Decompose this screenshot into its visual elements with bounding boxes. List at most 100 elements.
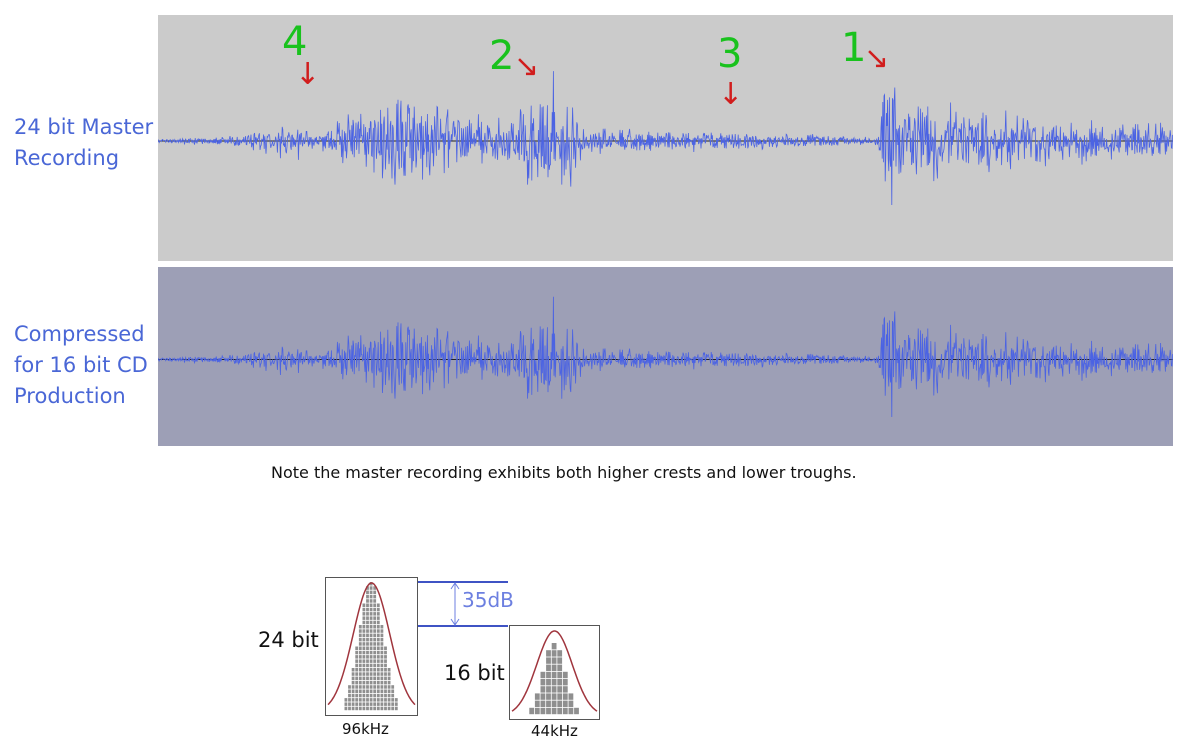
histogram-cell (380, 650, 384, 655)
histogram-cell (387, 680, 391, 685)
histogram-cell (355, 698, 359, 702)
histogram-cell (534, 693, 540, 700)
master-waveform (158, 71, 1173, 206)
histogram-cell (384, 650, 387, 655)
histogram-cell (351, 672, 355, 676)
histogram-cell (366, 620, 369, 625)
histogram-cell (376, 633, 380, 638)
histogram-cell (373, 650, 377, 655)
histogram-cell (369, 693, 373, 698)
histogram-cell (373, 646, 377, 650)
histogram-cell (387, 668, 391, 672)
histogram-cell (380, 702, 384, 706)
histogram-cell (557, 671, 563, 679)
histogram-cell (362, 612, 366, 616)
histogram-cell (366, 586, 369, 590)
histogram-cell (355, 672, 359, 676)
histogram-cell (369, 646, 373, 650)
histogram-cell (534, 707, 540, 715)
marker-1-number: 1 (841, 25, 867, 71)
histogram-cell (362, 685, 366, 689)
histogram-cell (369, 659, 373, 663)
histogram-cell (380, 646, 384, 650)
histogram-cell (540, 686, 546, 693)
histogram-cell (373, 642, 377, 646)
histogram-cell (358, 650, 362, 655)
histogram-cell (362, 625, 366, 629)
histogram-cell (369, 668, 373, 672)
histogram-cell (384, 685, 387, 689)
histogram-cell (373, 672, 377, 676)
histogram-cell (366, 603, 369, 607)
histogram-cell (387, 706, 391, 711)
histogram-cell (351, 698, 355, 702)
histogram-cell (376, 672, 380, 676)
histogram-cell (369, 642, 373, 646)
histogram-cell (351, 676, 355, 681)
histogram-cell (366, 607, 369, 612)
histogram-cell (380, 672, 384, 676)
high-bit-label: 24 bit (258, 628, 319, 652)
histogram-cell (546, 664, 551, 671)
histogram-cell (557, 657, 563, 664)
histogram-cell (562, 679, 568, 686)
histogram-cell (366, 698, 369, 702)
comparison-note: Note the master recording exhibits both … (271, 463, 857, 482)
histogram-cell (358, 706, 362, 711)
histogram-cell (376, 702, 380, 706)
histogram-cell (387, 702, 391, 706)
histogram-cell (348, 706, 351, 711)
histogram-cell (540, 679, 546, 686)
histogram-cell (348, 693, 351, 698)
histogram-cell (376, 655, 380, 659)
histogram-cell (376, 625, 380, 629)
histogram-cell (369, 612, 373, 616)
histogram-cell (546, 700, 551, 707)
histogram-cell (562, 671, 568, 679)
histogram-cell (373, 612, 377, 616)
histogram-cell (358, 646, 362, 650)
histogram-cell (540, 707, 546, 715)
histogram-cell (358, 685, 362, 689)
histogram-cell (366, 680, 369, 685)
histogram-cell (362, 616, 366, 620)
histogram-cell (362, 650, 366, 655)
histogram-cell (557, 686, 563, 693)
histogram-cell (551, 643, 557, 650)
histogram-cell (373, 706, 377, 711)
compressed-label-line-3: Production (14, 384, 126, 408)
db-difference-label: 35dB (462, 588, 514, 612)
histogram-cell (376, 693, 380, 698)
histogram-cell (348, 689, 351, 693)
histogram-cell (380, 706, 384, 711)
histogram-cell (369, 616, 373, 620)
histogram-cell (355, 685, 359, 689)
histogram-cell (376, 668, 380, 672)
histogram-cell (362, 702, 366, 706)
histogram-cell (380, 698, 384, 702)
histogram-cell (387, 698, 391, 702)
histogram-cell (551, 700, 557, 707)
histogram-cell (373, 659, 377, 663)
histogram-cell (373, 616, 377, 620)
db-difference-marker (418, 581, 508, 627)
compressed-label-line-1: Compressed (14, 322, 145, 346)
marker-2-arrow-icon: ↘ (514, 49, 540, 84)
histogram-cell (362, 663, 366, 668)
histogram-cell (369, 590, 373, 595)
histogram-cell (369, 706, 373, 711)
histogram-cell (366, 590, 369, 595)
histogram-cell (384, 676, 387, 681)
histogram-cell (384, 702, 387, 706)
histogram-cell (384, 655, 387, 659)
histogram-cell (373, 590, 377, 595)
histogram-cell (366, 637, 369, 642)
histogram-cell (351, 693, 355, 698)
histogram-cell (366, 672, 369, 676)
histogram-cell (366, 693, 369, 698)
histogram-cell (358, 642, 362, 646)
histogram-cell (355, 655, 359, 659)
histogram-cell (551, 686, 557, 693)
histogram-cell (366, 702, 369, 706)
histogram-cell (369, 586, 373, 590)
